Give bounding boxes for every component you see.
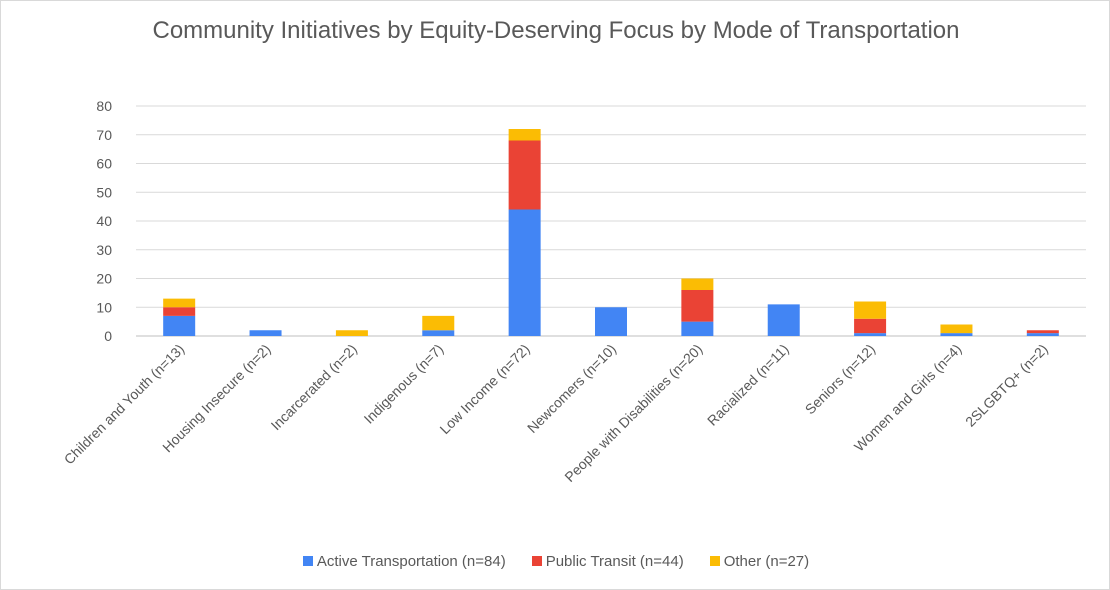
bar-segment-transit bbox=[854, 318, 887, 334]
bar-segment-active bbox=[508, 209, 541, 336]
bar-segment-active bbox=[767, 304, 800, 336]
x-tick-label: Seniors (n=12) bbox=[802, 341, 879, 418]
bar-segment-transit bbox=[508, 140, 541, 210]
legend-label: Active Transportation (n=84) bbox=[316, 552, 506, 570]
x-tick-label: 2SLGBTQ+ (n=2) bbox=[962, 341, 1051, 430]
y-tick-label: 20 bbox=[96, 271, 112, 287]
bar-segment-other bbox=[163, 298, 196, 308]
y-tick-label: 70 bbox=[96, 127, 112, 143]
bar-segment-other bbox=[940, 324, 973, 334]
legend-label: Public Transit (n=44) bbox=[545, 552, 684, 570]
y-tick-label: 50 bbox=[96, 184, 112, 200]
x-tick-label: Racialized (n=11) bbox=[704, 341, 792, 429]
bar-segment-other bbox=[422, 315, 455, 331]
legend-swatch bbox=[302, 556, 313, 566]
y-tick-label: 0 bbox=[104, 328, 112, 344]
y-tick-label: 10 bbox=[96, 299, 112, 315]
legend-swatch bbox=[709, 556, 720, 566]
bar-segment-other bbox=[335, 330, 368, 336]
bar-segment-active bbox=[595, 307, 627, 336]
chart-title: Community Initiatives by Equity-Deservin… bbox=[152, 17, 960, 44]
bar-segment-active bbox=[940, 333, 973, 336]
x-tick-label: Incarcerated (n=2) bbox=[268, 341, 360, 433]
y-tick-label: 30 bbox=[96, 242, 112, 258]
bar-segment-transit bbox=[681, 290, 714, 322]
bar-segment-active bbox=[1026, 333, 1059, 336]
y-tick-label: 40 bbox=[96, 213, 112, 229]
bar-segment-transit bbox=[163, 307, 196, 316]
legend-label: Other (n=27) bbox=[723, 552, 810, 570]
bar-segment-other bbox=[508, 129, 541, 141]
x-tick-label: Low Income (n=72) bbox=[436, 341, 532, 437]
legend-swatch bbox=[531, 556, 542, 566]
bar-segment-transit bbox=[1026, 330, 1059, 334]
legend-item: Active Transportation (n=84) bbox=[302, 552, 506, 570]
bar-segment-active bbox=[249, 330, 282, 336]
bar-segment-other bbox=[681, 278, 714, 290]
y-tick-label: 80 bbox=[96, 98, 112, 114]
x-tick-label: People with Disabilities (n=20) bbox=[561, 341, 705, 485]
bar-segment-active bbox=[422, 330, 455, 336]
x-tick-label: Indigenous (n=7) bbox=[361, 341, 447, 427]
bar-segment-active bbox=[681, 321, 714, 336]
legend-item: Public Transit (n=44) bbox=[531, 552, 684, 570]
legend-item: Other (n=27) bbox=[709, 552, 810, 570]
x-tick-label: Newcomers (n=10) bbox=[524, 341, 619, 436]
bar-segment-other bbox=[854, 301, 887, 319]
y-tick-label: 60 bbox=[96, 156, 112, 172]
legend: Active Transportation (n=84) Public Trans… bbox=[1, 549, 1110, 573]
bar-segment-active bbox=[854, 333, 887, 336]
bar-segment-active bbox=[163, 315, 196, 336]
